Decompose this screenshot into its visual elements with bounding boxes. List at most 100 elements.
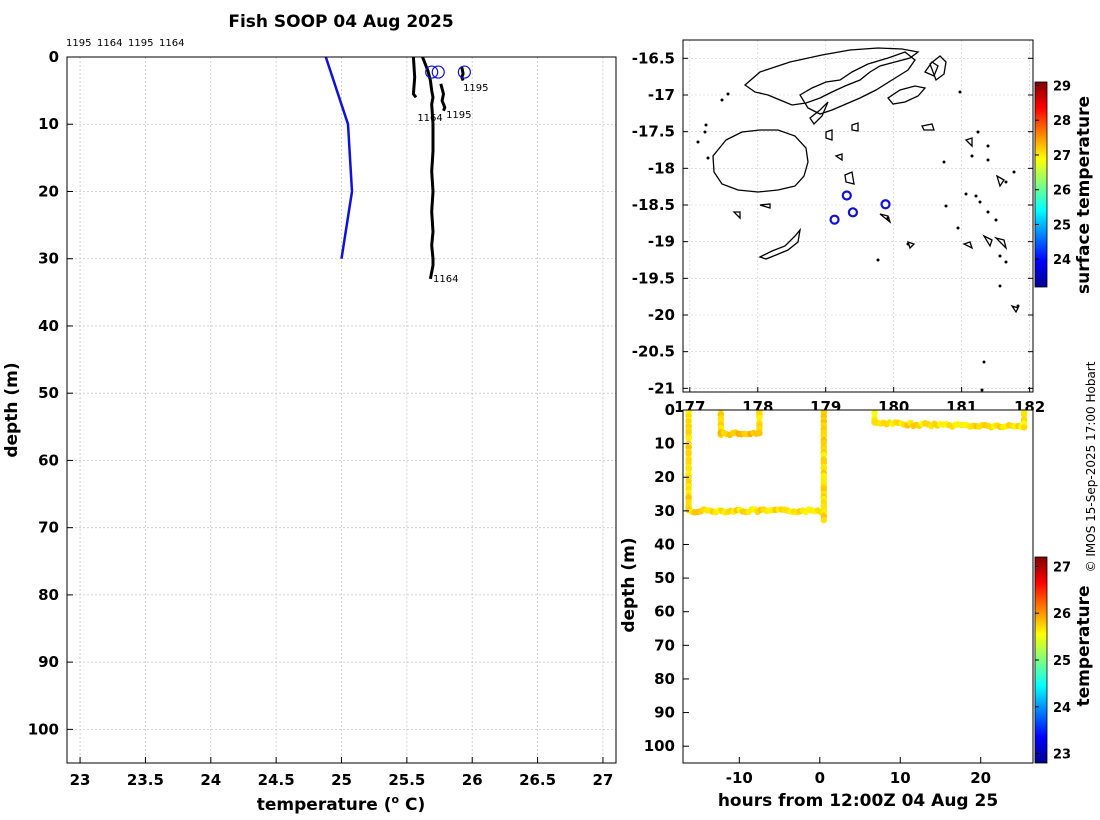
coastline-reef-east (929, 55, 947, 82)
x-tick-label: 0 (815, 769, 825, 787)
map-y-tick-label: -18 (648, 159, 675, 177)
profile-y-axis-label: depth (m) (2, 362, 22, 457)
series-line-1195-b (439, 83, 447, 112)
depth-time-points (685, 410, 1028, 524)
y-tick-label: 60 (38, 451, 59, 469)
colorbar-tick-label: 24 (1053, 253, 1071, 268)
top-label: 1195 (128, 38, 153, 49)
surface-colorbar (1034, 81, 1048, 288)
depth-time-point (756, 429, 763, 437)
top-label: 1195 (66, 38, 91, 49)
x-tick-label: 10 (890, 769, 911, 787)
depth-time-point (820, 432, 827, 439)
temperature-colorbar-label: temperature (1074, 585, 1094, 706)
depth-time-x-axis-label: hours from 12:00Z 04 Aug 25 (718, 791, 998, 811)
y-tick-label: 60 (654, 603, 675, 621)
x-tick-label: -10 (726, 769, 753, 787)
colorbar-tick-label: 29 (1053, 79, 1071, 94)
coastline-taveuni (887, 85, 927, 105)
ship-position-marker (880, 199, 891, 210)
series-line-reference (324, 57, 354, 259)
y-tick-label: 80 (654, 670, 675, 688)
surface-colorbar-label: surface temperature (1074, 96, 1094, 294)
coastline-islands (732, 101, 1019, 314)
depth-time-point (820, 504, 827, 511)
depth-time-point (685, 435, 692, 442)
x-tick-label: 24.5 (258, 771, 295, 789)
depth-time-y-axis-label: depth (m) (619, 537, 639, 632)
surface-colorbar-ticks: 24 25 26 27 28 29 (1035, 79, 1071, 268)
annotation-label: 1195 (463, 83, 488, 94)
map-axes-box (682, 39, 1034, 393)
annotation-label: 1195 (446, 110, 471, 121)
profile-x-axis-label: temperature (o C) (257, 793, 426, 815)
series-line-1195 (460, 66, 465, 82)
depth-time-point (756, 414, 763, 421)
ship-position-marker (847, 207, 859, 218)
depth-time-ticks: -10 0 10 20 0 10 20 30 40 50 60 70 80 90 100 (644, 401, 991, 787)
map-y-tick-label: -21 (648, 379, 675, 397)
coastlines (712, 47, 1019, 314)
colorbar-tick-label: 25 (1053, 218, 1071, 233)
depth-time-axes-box (682, 409, 1034, 764)
series-line-1164 (421, 57, 435, 280)
map-dots (696, 90, 1020, 392)
colorbar-tick-label: 26 (1053, 607, 1071, 622)
y-tick-label: 20 (38, 182, 59, 200)
ship-position-marker (841, 190, 852, 201)
annotation-label: 1164 (417, 113, 442, 124)
map-grid (683, 40, 1033, 392)
y-tick-label: 10 (38, 115, 59, 133)
top-label: 1164 (97, 38, 122, 49)
y-tick-label: 100 (644, 737, 675, 755)
map-y-tick-label: -19.5 (632, 269, 675, 287)
coastline-qamea (924, 61, 939, 77)
profile-annotations: 1195 1164 1195 1164 (417, 83, 488, 285)
colorbar-tick-label: 27 (1053, 149, 1071, 164)
y-tick-label: 70 (38, 519, 59, 537)
y-tick-label: 0 (49, 48, 59, 66)
y-tick-label: 50 (654, 569, 675, 587)
y-tick-label: 70 (654, 636, 675, 654)
map-ship-positions (829, 190, 891, 225)
depth-time-point (871, 410, 878, 417)
y-tick-label: 10 (654, 435, 675, 453)
colorbar-tick-label: 28 (1053, 114, 1071, 129)
temperature-colorbar-ticks: 23 24 25 26 27 (1035, 560, 1071, 763)
ship-position-marker (829, 214, 840, 225)
map-y-tick-label: -20 (648, 306, 675, 324)
y-tick-label: 30 (38, 250, 59, 268)
x-tick-label: 25 (331, 771, 352, 789)
profile-ticks: 23 23.5 24 24.5 25 25.5 26 26.5 27 0 10 20 30 40 50 60 7… (28, 48, 614, 789)
annotation-label: 1164 (433, 274, 458, 285)
map-y-tick-label: -17 (648, 86, 675, 104)
depth-time-point (820, 465, 827, 472)
top-label: 1164 (159, 38, 184, 49)
x-tick-label: 23 (70, 771, 91, 789)
profile-grid (67, 56, 616, 763)
coastline-kadavu (758, 227, 802, 260)
series-line-1164-b (411, 57, 418, 99)
profile-series (324, 57, 465, 280)
map-y-tick-label: -19 (648, 233, 675, 251)
x-tick-label: 27 (592, 771, 613, 789)
y-tick-label: 50 (38, 384, 59, 402)
profile-panel: 1195 1164 1195 1164 1195 1164 1195 1164 … (2, 38, 617, 815)
y-tick-label: 90 (654, 704, 675, 722)
x-tick-label: 25.5 (388, 771, 425, 789)
x-tick-label: 24 (200, 771, 221, 789)
x-tick-label: 26.5 (519, 771, 556, 789)
depth-time-point (1020, 424, 1028, 431)
depth-time-point (1020, 411, 1028, 418)
map-y-tick-label: -18.5 (632, 196, 675, 214)
depth-time-point (820, 451, 827, 458)
colorbar-tick-label: 26 (1053, 184, 1071, 199)
y-tick-label: 0 (665, 401, 675, 419)
colorbar-tick-label: 24 (1053, 701, 1071, 716)
coastline-vanua-levu (743, 47, 920, 106)
map-y-tick-label: -16.5 (632, 49, 675, 67)
chart-title: Fish SOOP 04 Aug 2025 (228, 12, 453, 32)
depth-time-point (820, 516, 827, 524)
surface-marker (457, 65, 471, 79)
